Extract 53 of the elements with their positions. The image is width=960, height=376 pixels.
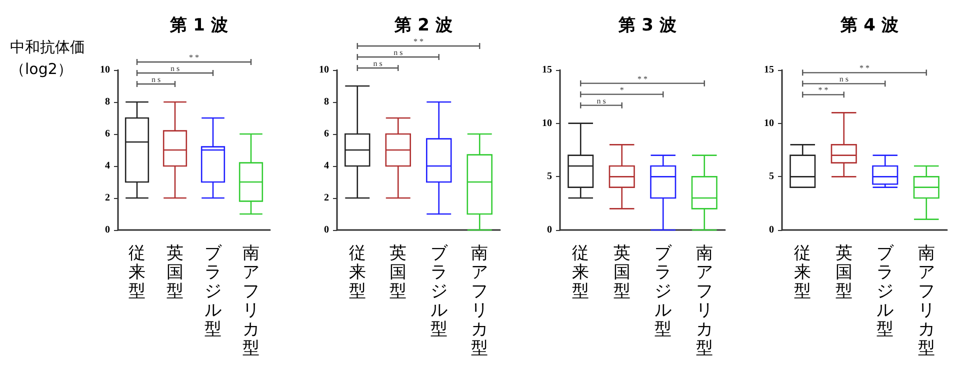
x-tick-label: ブラジル型 (654, 244, 673, 340)
y-tick-label: 8 (105, 96, 110, 108)
x-tick-label: 従来型 (128, 244, 146, 302)
chart-title: 第 4 波 (840, 16, 898, 36)
y-tick-label: 0 (769, 224, 774, 236)
x-tick-label: ブラジル型 (430, 244, 448, 340)
x-tick-label: ブラジル型 (876, 244, 895, 340)
annotation: n s (596, 96, 606, 106)
y-tick-label: 5 (547, 171, 552, 182)
y-tick-label: 10 (764, 118, 774, 129)
y-axis-title: 中和抗体価（log2） (10, 38, 85, 78)
y-tick-label: 5 (769, 171, 774, 182)
x-tick-label: ブラジル型 (204, 244, 222, 340)
y-tick-label: 4 (105, 160, 110, 172)
x-tick-label: 従来型 (794, 244, 812, 302)
text: * * (189, 53, 199, 62)
x-tick-label: 英国型 (613, 244, 630, 302)
y-tick-label: 15 (764, 64, 774, 76)
annotation: n s (839, 74, 848, 84)
y-tick-label: 6 (105, 128, 110, 140)
y-tick-label: 10 (100, 64, 110, 76)
annotation: * * (818, 86, 828, 95)
x-tick-label: 英国型 (390, 244, 407, 302)
y-tick-label: 10 (542, 118, 552, 129)
annotation: n s (170, 64, 180, 73)
y-tick-label: 6 (324, 128, 329, 140)
x-tick-label: 南アフリカ型 (242, 244, 260, 358)
annotation: * * (860, 64, 870, 73)
x-tick-label: 従来型 (572, 244, 590, 302)
text: n s (373, 59, 382, 68)
x-tick-label: 英国型 (835, 244, 852, 302)
y-tick-label: 0 (547, 224, 552, 236)
x-tick-label: 南アフリカ型 (471, 244, 488, 358)
annotation: * * (638, 74, 648, 84)
annotation: n s (151, 75, 161, 84)
x-tick-label: 南アフリカ型 (918, 244, 935, 358)
annotation: * (620, 85, 624, 94)
chart-title: 第 2 波 (394, 16, 452, 36)
x-tick-label: 従来型 (348, 244, 366, 302)
text: n s (394, 48, 403, 57)
chart-title: 第 1 波 (169, 16, 228, 36)
x-tick-label: 南アフリカ型 (696, 244, 713, 358)
x-tick-label: 英国型 (166, 244, 184, 302)
y-tick-label: 15 (542, 64, 552, 76)
y-tick-label: 0 (105, 224, 110, 236)
y-tick-label: 2 (324, 192, 329, 204)
chart-title: 第 3 波 (618, 16, 676, 36)
text: * * (414, 37, 424, 46)
y-tick-label: 4 (324, 160, 329, 172)
y-tick-label: 10 (319, 64, 329, 76)
y-tick-label: 0 (324, 224, 329, 236)
y-tick-label: 2 (105, 192, 110, 204)
y-tick-label: 8 (324, 96, 329, 108)
